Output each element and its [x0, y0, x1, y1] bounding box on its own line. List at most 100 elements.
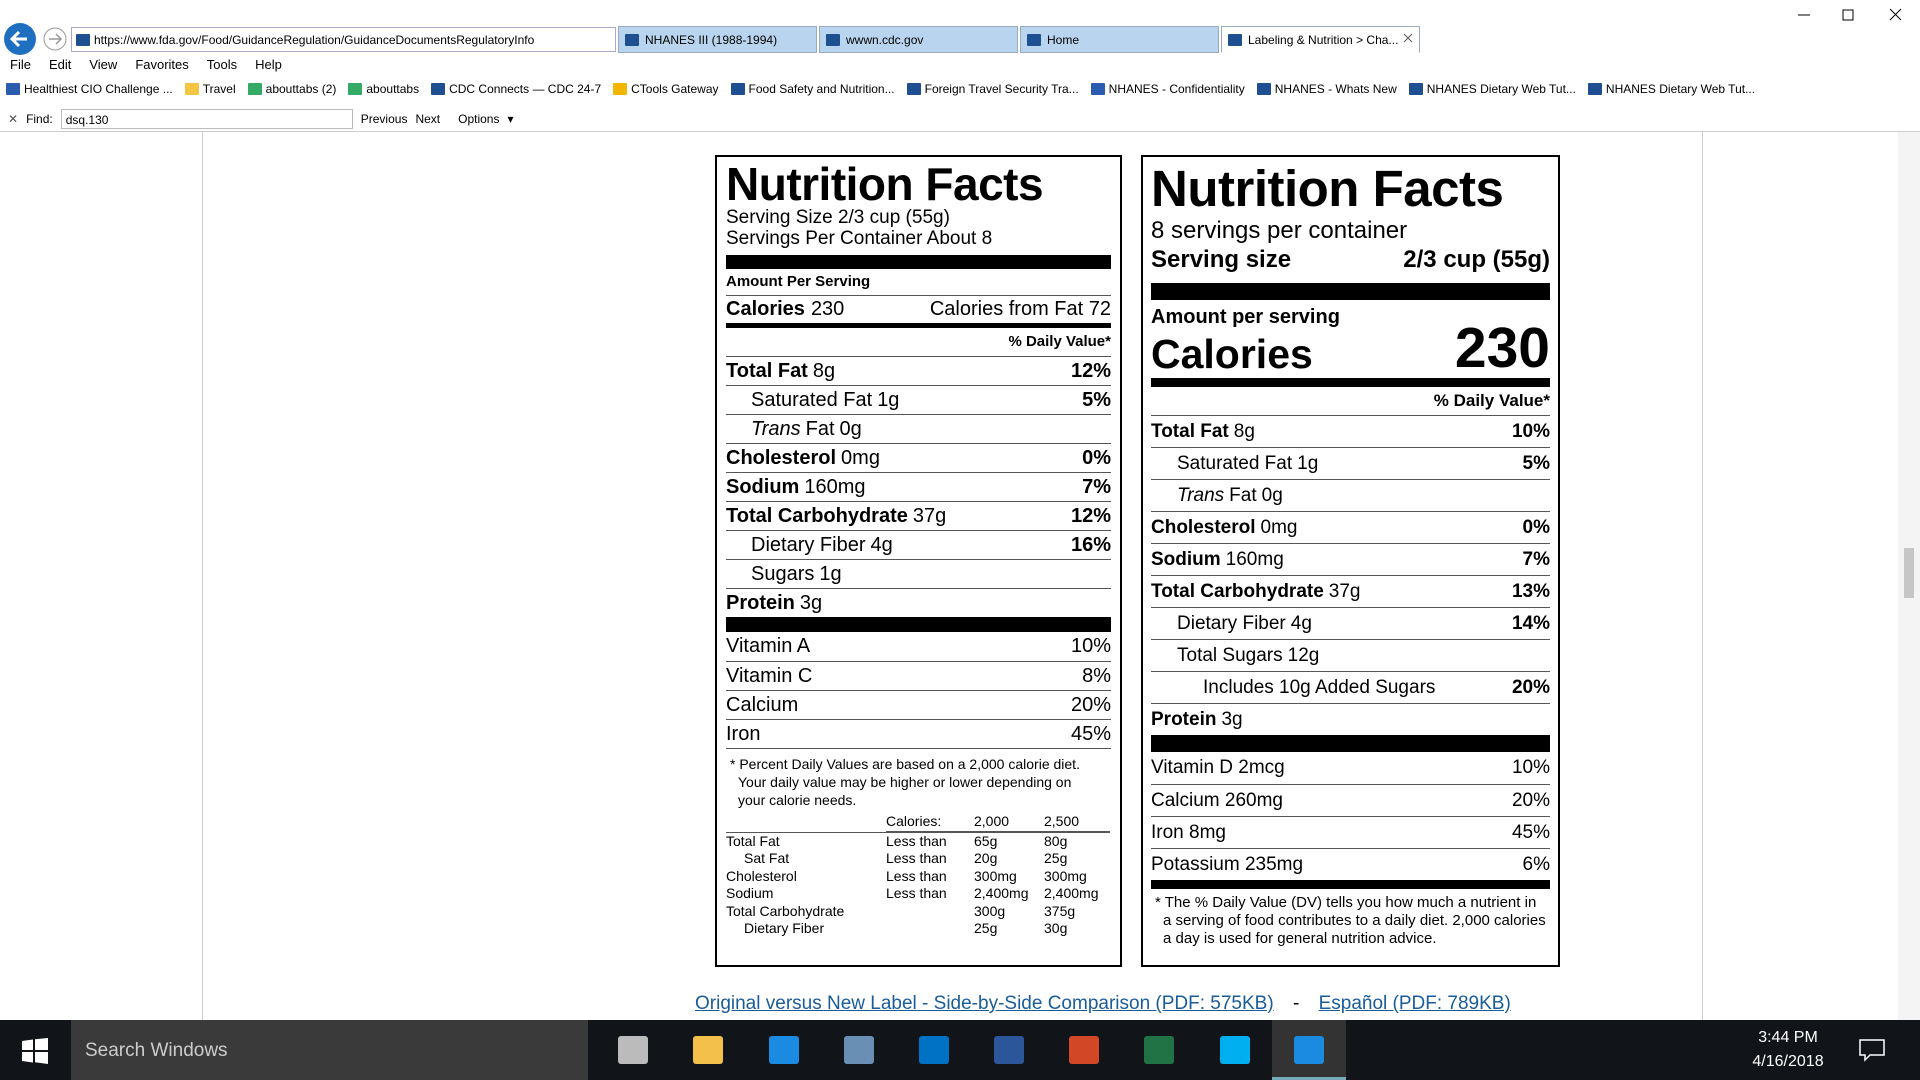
taskbar-app[interactable] [1069, 1036, 1099, 1064]
next-button[interactable]: Next [415, 112, 441, 126]
table-value: 300g [974, 902, 1006, 919]
favorite[interactable]: NHANES - Confidentiality [1090, 82, 1245, 96]
nutrient: Dietary Fiber 4g [1151, 613, 1312, 635]
vitamin-row: Vitamin A 10% [726, 632, 1111, 661]
favorite[interactable]: abouttabs [348, 82, 419, 96]
favorite-icon [6, 83, 20, 95]
tab[interactable]: wwwn.cdc.gov [819, 26, 1018, 53]
find-input[interactable]: dsq.130 [60, 109, 353, 129]
table-value: 2,400mg [974, 885, 1029, 901]
tab-icon [1228, 34, 1242, 46]
favorite[interactable]: NHANES Dietary Web Tut... [1408, 82, 1576, 96]
spanish-link[interactable]: Español (PDF: 789KB) [1318, 993, 1511, 1014]
taskbar-app[interactable] [844, 1036, 874, 1064]
nutrient-name: Includes 10g Added Sugars [1203, 676, 1436, 698]
nutrient-row: Dietary Fiber 4g 16% [726, 530, 1111, 559]
nutrient: Trans Fat 0g [1151, 485, 1283, 507]
nutrient-row: Total Fat 8g 10% [1151, 415, 1550, 447]
nutrient-name: Total Carbohydrate [726, 504, 908, 527]
favorite-icon [1587, 83, 1602, 95]
table-spacer [886, 920, 974, 938]
table-header: 2,000 [974, 813, 1044, 832]
menu-item[interactable]: File [10, 57, 31, 72]
table-nutrient: Cholesterol [726, 867, 797, 884]
daily-value: 12% [1070, 359, 1111, 382]
taskbar-app[interactable] [769, 1036, 799, 1064]
taskbar-app[interactable] [1220, 1036, 1250, 1064]
favorite-title: CDC Connects — CDC 24-7 [449, 82, 602, 96]
tab-close[interactable] [1403, 32, 1413, 43]
favorite[interactable]: CTools Gateway [613, 82, 719, 96]
nutrient-row: Cholesterol 0mg 0% [726, 443, 1111, 472]
tab-title: NHANES III (1988-1994) [645, 33, 778, 47]
comparison-link[interactable]: Original versus New Label - Side-by-Side… [695, 993, 1274, 1014]
nutrient-row: Protein 3g [1151, 703, 1550, 735]
favorite[interactable]: Food Safety and Nutrition... [730, 82, 895, 96]
restore[interactable] [1842, 9, 1854, 21]
menu-item[interactable]: View [89, 57, 118, 72]
favorite[interactable]: NHANES Dietary Web Tut... [1587, 82, 1755, 96]
favorite[interactable]: Healthiest CIO Challenge ... [6, 82, 173, 96]
table-nutrient: Dietary Fiber [744, 920, 825, 936]
notifications[interactable] [1858, 1038, 1886, 1062]
clock[interactable]: 3:44 PM 4/16/2018 [1740, 1026, 1836, 1074]
table-value: 20g [974, 850, 998, 866]
vitamin-row: Potassium 235mg 6% [1151, 848, 1550, 880]
serving-size-row: Serving size 2/3 cup (55g) [1151, 245, 1550, 275]
search-box[interactable]: Search Windows [71, 1020, 588, 1080]
daily-value: 16% [1070, 533, 1111, 556]
forward-button[interactable] [43, 27, 67, 51]
nutrient-name: Cholesterol [726, 446, 837, 469]
vitamin-name: Vitamin A [726, 635, 811, 657]
tab-icon [826, 34, 840, 46]
taskbar-app[interactable] [1144, 1036, 1174, 1064]
nutrient-amount: 0g [1261, 484, 1283, 506]
favorite-title: Travel [202, 82, 236, 96]
scrollbar[interactable] [1898, 132, 1920, 1020]
favorite[interactable]: NHANES - Whats New [1256, 82, 1397, 96]
favorite-icon [184, 83, 199, 95]
taskbar-app[interactable] [994, 1036, 1024, 1064]
original-label: Nutrition Facts Serving Size 2/3 cup (55g… [715, 155, 1122, 967]
favorite[interactable]: CDC Connects — CDC 24-7 [431, 82, 601, 96]
nutrient-name: Protein [1151, 708, 1217, 730]
tab[interactable]: Home [1020, 26, 1219, 53]
taskbar-app[interactable] [919, 1036, 949, 1064]
nutrient-name: Saturated Fat [1177, 452, 1293, 474]
nutrient: Cholesterol 0mg [1151, 517, 1298, 539]
nutrient-name: Total Fat [1151, 420, 1229, 442]
page-border [202, 132, 203, 1020]
favorite[interactable]: Foreign Travel Security Tra... [906, 82, 1079, 96]
taskbar-app[interactable] [618, 1036, 648, 1064]
favorite-title: CTools Gateway [631, 82, 719, 96]
nutrient-row: Saturated Fat 1g 5% [726, 385, 1111, 414]
servings: 8 servings per container [1151, 217, 1408, 244]
nutrient-row: Sodium 160mg 7% [726, 472, 1111, 501]
favorite[interactable]: abouttabs (2) [247, 82, 336, 96]
table-qualifier: Less than [886, 850, 947, 866]
taskbar-app[interactable] [693, 1036, 723, 1064]
tab[interactable]: Labeling & Nutrition > Cha... [1221, 26, 1420, 53]
scroll-thumb[interactable] [1904, 548, 1914, 598]
address-bar[interactable]: https://www.fda.gov/Food/GuidanceRegulat… [71, 27, 616, 52]
close[interactable] [1889, 8, 1902, 21]
table-header: Calories: [886, 813, 974, 832]
window-controls [1798, 8, 1902, 21]
nutrient-amount: 160mg [1225, 548, 1284, 570]
table-nutrient: Sodium [726, 885, 774, 901]
tab[interactable]: NHANES III (1988-1994) [618, 26, 817, 53]
vitamin-row: Vitamin C 8% [726, 661, 1111, 690]
menu-item[interactable]: Edit [48, 57, 72, 72]
nutrient-amount: 4g [870, 533, 893, 556]
start-button[interactable] [22, 1038, 48, 1064]
previous-button[interactable]: Previous [360, 112, 408, 126]
taskbar-app[interactable] [1294, 1036, 1324, 1064]
menu-item[interactable]: Help [255, 57, 282, 72]
menu-item[interactable]: Favorites [135, 57, 189, 72]
options-button[interactable]: Options [458, 112, 500, 126]
nutrient-name: Total Sugars [1177, 644, 1283, 666]
favorite[interactable]: Travel [184, 82, 236, 96]
vitamin-dv: 45% [1511, 821, 1550, 843]
amount-per-serving: Amount per serving [1151, 306, 1340, 328]
menu-item[interactable]: Tools [206, 57, 238, 72]
